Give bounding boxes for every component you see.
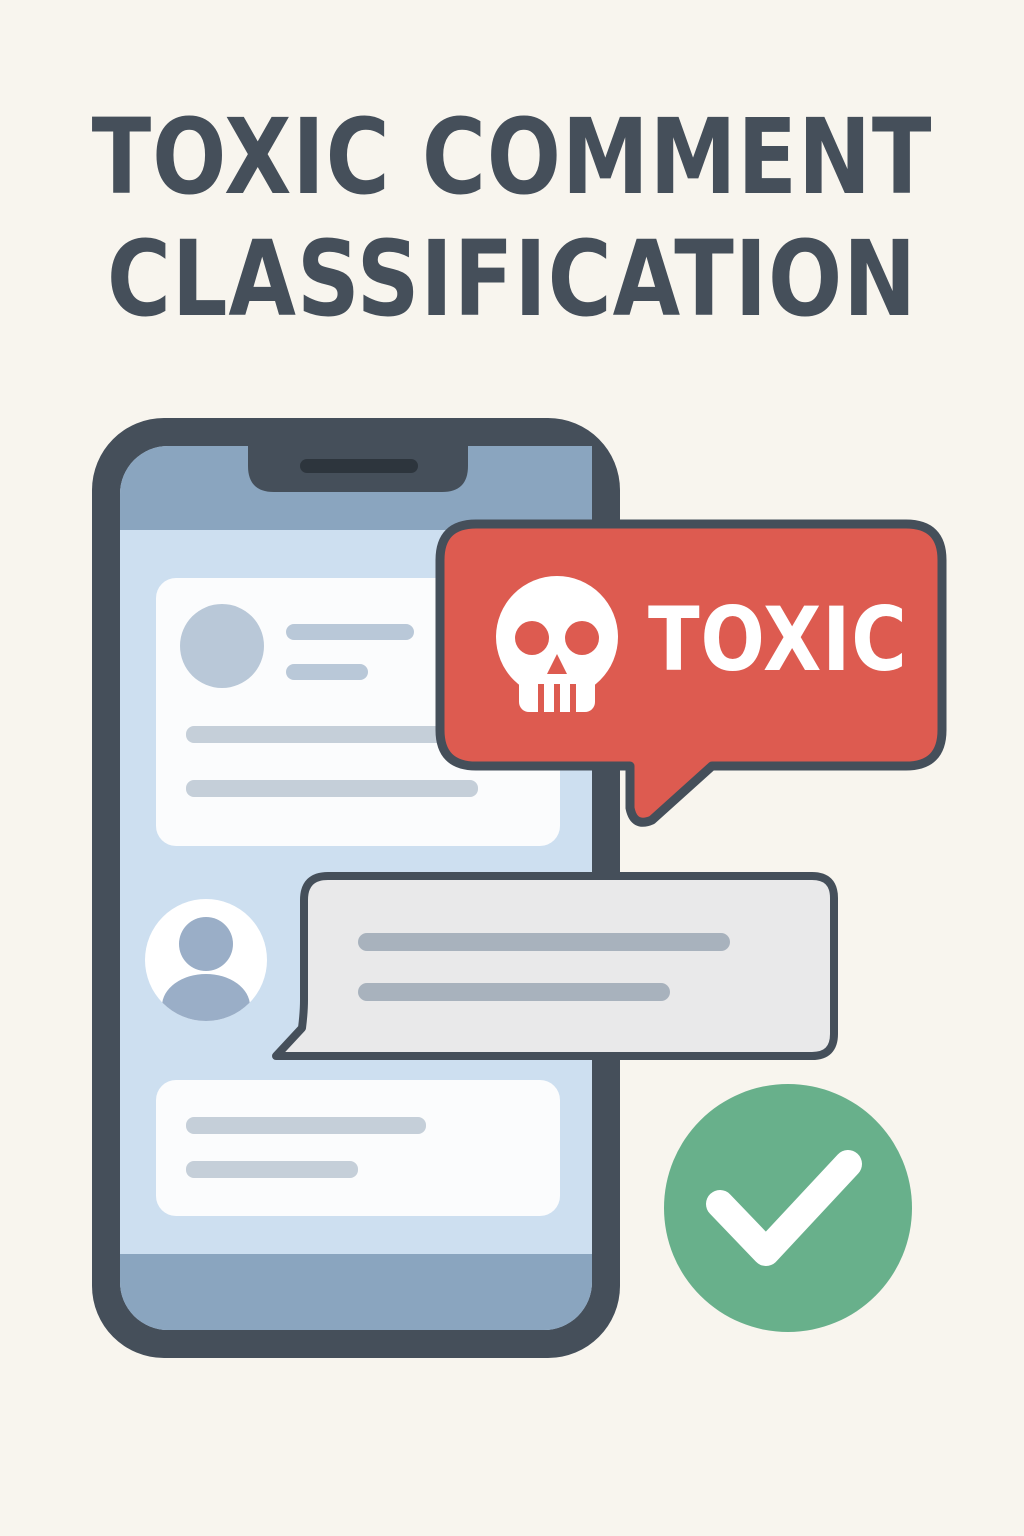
text-line [186, 780, 478, 797]
title-line-1: TOXIC COMMENT [91, 96, 933, 218]
text-line [186, 1161, 358, 1178]
text-line [186, 726, 456, 743]
page-title: TOXIC COMMENT CLASSIFICATION [82, 96, 942, 340]
comment-card [156, 1080, 560, 1216]
text-line [358, 933, 730, 951]
title-line-2: CLASSIFICATION [106, 218, 918, 340]
user-avatar [145, 899, 267, 1021]
approved-status [664, 1084, 912, 1332]
avatar-placeholder [180, 604, 264, 688]
toxic-label: TOXIC [648, 588, 908, 691]
skull-icon [496, 576, 618, 712]
comment-bubble [272, 872, 838, 1060]
checkmark-icon [706, 1150, 862, 1266]
text-line [286, 664, 368, 680]
user-icon [162, 917, 250, 1021]
phone-speaker [300, 459, 418, 473]
text-line [186, 1117, 426, 1134]
toxic-badge [435, 519, 947, 827]
text-line [286, 624, 414, 640]
text-line [358, 983, 670, 1001]
phone-bottom-bar [120, 1254, 592, 1330]
